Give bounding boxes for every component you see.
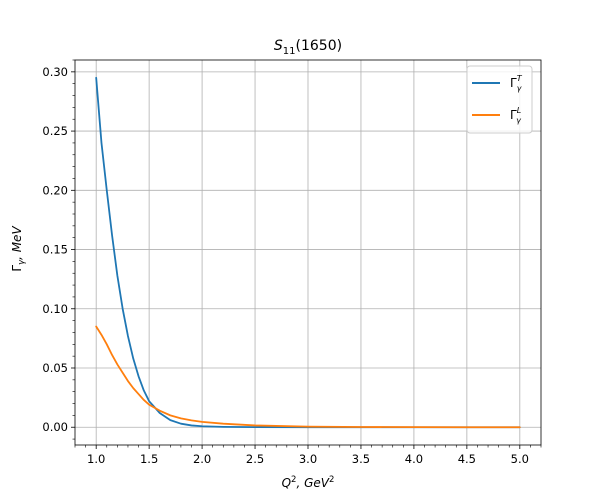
legend-label-longitudinal: ΓL γ: [510, 106, 522, 125]
y-tick-label: 0.05: [42, 361, 68, 375]
y-axis-label: Γγ, MeV: [10, 226, 27, 272]
x-tick-label: 4.5: [458, 452, 476, 466]
x-tick-label: 2.0: [193, 452, 211, 466]
y-tick-label: 0.15: [42, 243, 68, 257]
x-tick-label: 3.5: [352, 452, 370, 466]
y-tick-label: 0.20: [42, 183, 68, 197]
ylabel-base: Γ: [10, 265, 24, 272]
xlabel-base: Q: [282, 476, 291, 490]
x-tick-label: 3.0: [299, 452, 317, 466]
y-tick-label: 0.00: [42, 420, 68, 434]
title-base: S: [274, 38, 283, 54]
x-tick-label: 2.5: [246, 452, 264, 466]
x-tick-label: 1.0: [87, 452, 105, 466]
legend-1-sub: γ: [516, 116, 522, 125]
legend-1-base: Γ: [510, 108, 517, 122]
y-tick-label: 0.30: [42, 65, 68, 79]
series-layer: [95, 76, 521, 429]
x-axis-label: Q2, GeV2: [282, 475, 335, 490]
legend-0-sub: γ: [517, 84, 523, 93]
title-rest: (1650): [296, 38, 343, 54]
legend-label-transverse: ΓT γ: [510, 74, 523, 93]
legend-0-sup: T: [517, 74, 523, 83]
ylabel-rest: , MeV: [10, 226, 24, 260]
series-line-longitudinal: [95, 325, 521, 429]
y-tick-label: 0.10: [42, 302, 68, 316]
x-tick-label: 5.0: [511, 452, 529, 466]
xlabel-sup: 2: [291, 475, 296, 485]
legend-box: [466, 65, 533, 134]
chart-title: S11(1650): [274, 38, 342, 57]
x-tick-label: 4.0: [405, 452, 423, 466]
ylabel-sub: γ: [17, 259, 27, 265]
legend: ΓT γ ΓL γ: [466, 65, 533, 134]
xlabel-mid: , GeV: [296, 476, 329, 490]
legend-1-sup: L: [517, 106, 521, 115]
title-sub: 11: [283, 46, 296, 57]
legend-0-base: Γ: [510, 76, 517, 90]
ticks: 1.0 1.5 2.0 2.5 3.0 3.5 4.0 4.5 5.0 0.00 0.05 0.10 0…: [42, 59, 542, 466]
x-tick-label: 1.5: [140, 452, 158, 466]
xlabel-sup2: 2: [329, 475, 334, 485]
y-tick-label: 0.25: [42, 124, 68, 138]
